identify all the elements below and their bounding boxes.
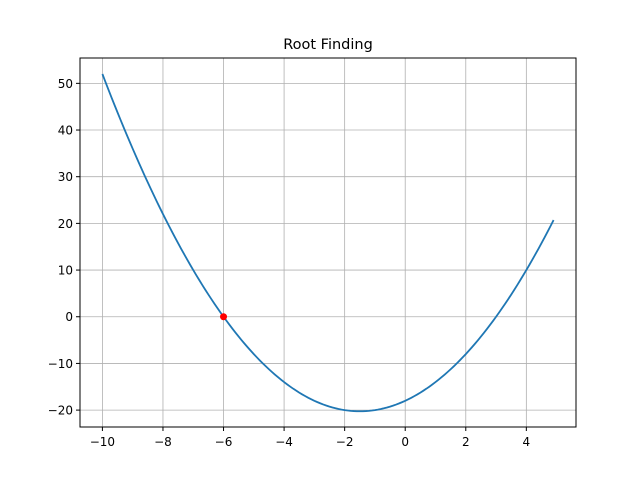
- chart-title: Root Finding: [283, 37, 373, 53]
- y-tick-label: 40: [58, 124, 73, 138]
- x-tick-label: −10: [90, 435, 115, 449]
- y-tick-label: −10: [48, 357, 73, 371]
- x-tick-label: −8: [154, 435, 172, 449]
- x-tick-label: −2: [336, 435, 354, 449]
- y-tick-label: −20: [48, 404, 73, 418]
- x-tick-label: 0: [401, 435, 409, 449]
- y-tick-label: 30: [58, 170, 73, 184]
- points-layer: [220, 313, 228, 321]
- x-tick-label: −4: [275, 435, 293, 449]
- x-tick-label: 4: [523, 435, 531, 449]
- grid-lines: [80, 58, 576, 427]
- root-point: [220, 313, 228, 321]
- y-tick-label: 20: [58, 217, 73, 231]
- y-tick-label: 50: [58, 77, 73, 91]
- series-layer: [101, 73, 555, 413]
- x-tick-label: −6: [215, 435, 233, 449]
- function-curve: [101, 73, 555, 413]
- y-tick-label: 10: [58, 264, 73, 278]
- x-axis-ticks: −10 −8 −6 −4 −2 0 2 4: [90, 427, 530, 449]
- plot-frame: [79, 57, 577, 428]
- y-tick-label: 0: [65, 310, 73, 324]
- y-axis-ticks: −20 −10 0 10 20 30 40 50: [48, 77, 80, 418]
- x-tick-label: 2: [462, 435, 470, 449]
